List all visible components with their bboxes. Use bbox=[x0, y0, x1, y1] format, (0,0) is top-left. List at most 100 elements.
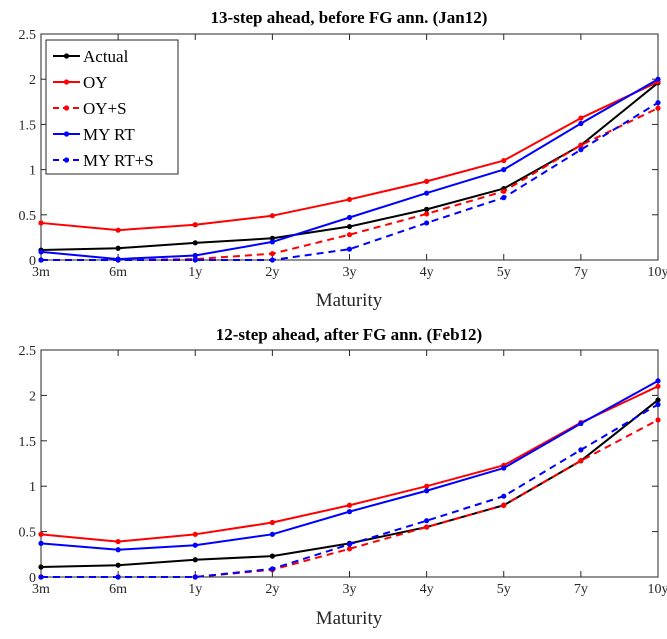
legend-label-my-rt-s: MY RT+S bbox=[83, 151, 154, 170]
x-tick-label: 6m bbox=[109, 582, 127, 597]
data-point-my-rt-s bbox=[501, 494, 506, 499]
legend-marker-my-rt-s bbox=[64, 157, 69, 162]
x-tick-label: 7y bbox=[574, 582, 588, 597]
series-line-oy-s bbox=[41, 420, 658, 577]
y-tick-label: 1 bbox=[29, 480, 36, 495]
legend-label-my-rt: MY RT bbox=[83, 125, 135, 144]
data-point-my-rt-s bbox=[347, 542, 352, 547]
y-tick-label: 2.5 bbox=[19, 28, 37, 43]
legend-marker-actual bbox=[64, 53, 69, 58]
x-tick-label: 1y bbox=[188, 582, 202, 597]
data-point-actual bbox=[193, 557, 198, 562]
data-point-my-rt bbox=[655, 77, 660, 82]
chart-panel-1: 13-step ahead, before FG ann. (Jan12) 00… bbox=[19, 8, 667, 311]
x-tick-label: 4y bbox=[420, 265, 434, 280]
data-point-actual bbox=[347, 224, 352, 229]
data-point-my-rt-s bbox=[424, 518, 429, 523]
x-tick-label: 1y bbox=[188, 265, 202, 280]
data-point-oy-s bbox=[578, 143, 583, 148]
data-point-my-rt-s bbox=[116, 574, 121, 579]
data-point-my-rt-s bbox=[270, 257, 275, 262]
x-tick-label: 7y bbox=[574, 265, 588, 280]
data-point-my-rt bbox=[424, 488, 429, 493]
data-point-oy bbox=[347, 197, 352, 202]
x-tick-label: 4y bbox=[420, 582, 434, 597]
data-point-actual bbox=[424, 207, 429, 212]
data-point-actual bbox=[38, 564, 43, 569]
data-point-oy bbox=[38, 220, 43, 225]
data-point-my-rt-s bbox=[655, 402, 660, 407]
series-line-oy bbox=[41, 386, 658, 541]
data-point-oy-s bbox=[424, 211, 429, 216]
data-point-my-rt-s bbox=[38, 574, 43, 579]
x-tick-label: 10y bbox=[648, 582, 667, 597]
data-point-oy bbox=[193, 222, 198, 227]
data-point-oy bbox=[193, 532, 198, 537]
data-point-my-rt-s bbox=[116, 257, 121, 262]
chart-title: 13-step ahead, before FG ann. (Jan12) bbox=[211, 8, 488, 27]
x-tick-label: 10y bbox=[648, 265, 667, 280]
legend-marker-oy-s bbox=[64, 105, 69, 110]
chart-title: 12-step ahead, after FG ann. (Feb12) bbox=[216, 325, 482, 344]
x-tick-label: 6m bbox=[109, 265, 127, 280]
data-point-my-rt bbox=[193, 253, 198, 258]
data-point-my-rt-s bbox=[193, 257, 198, 262]
data-point-my-rt bbox=[655, 378, 660, 383]
data-point-oy bbox=[347, 503, 352, 508]
x-axis-label: Maturity bbox=[316, 290, 383, 311]
data-point-oy-s bbox=[501, 503, 506, 508]
legend-label-oy-s: OY+S bbox=[83, 99, 127, 118]
y-tick-label: 1.5 bbox=[19, 118, 37, 133]
x-tick-label: 2y bbox=[265, 582, 279, 597]
data-point-oy bbox=[424, 179, 429, 184]
data-point-oy-s bbox=[501, 189, 506, 194]
data-point-actual bbox=[270, 554, 275, 559]
data-point-actual bbox=[116, 563, 121, 568]
data-point-oy bbox=[424, 484, 429, 489]
data-point-oy bbox=[270, 213, 275, 218]
legend: Actual OY OY+S MY RT MY RT+S bbox=[46, 40, 178, 174]
data-point-actual bbox=[193, 240, 198, 245]
legend-marker-my-rt bbox=[64, 131, 69, 136]
data-point-my-rt bbox=[501, 167, 506, 172]
legend-label-oy: OY bbox=[83, 73, 108, 92]
data-point-my-rt-s bbox=[424, 220, 429, 225]
data-point-actual bbox=[655, 397, 660, 402]
data-point-oy bbox=[655, 384, 660, 389]
data-point-my-rt bbox=[270, 532, 275, 537]
data-point-my-rt-s bbox=[578, 147, 583, 152]
data-point-my-rt bbox=[578, 121, 583, 126]
data-point-oy-s bbox=[424, 524, 429, 529]
data-point-my-rt bbox=[38, 249, 43, 254]
data-point-my-rt bbox=[193, 543, 198, 548]
data-point-my-rt bbox=[270, 239, 275, 244]
data-point-actual bbox=[116, 246, 121, 251]
data-point-my-rt bbox=[424, 191, 429, 196]
data-point-oy-s bbox=[655, 417, 660, 422]
data-point-my-rt bbox=[347, 509, 352, 514]
y-tick-label: 1 bbox=[29, 164, 36, 179]
data-point-oy-s bbox=[655, 106, 660, 111]
data-point-oy bbox=[270, 520, 275, 525]
data-point-oy-s bbox=[270, 251, 275, 256]
series-line-my-rt bbox=[41, 381, 658, 550]
data-point-oy bbox=[116, 539, 121, 544]
x-tick-label: 2y bbox=[265, 265, 279, 280]
data-point-my-rt bbox=[38, 541, 43, 546]
data-point-oy bbox=[501, 158, 506, 163]
y-tick-label: 2 bbox=[29, 73, 36, 88]
data-point-oy bbox=[116, 228, 121, 233]
data-point-my-rt-s bbox=[501, 195, 506, 200]
y-tick-label: 0.5 bbox=[19, 209, 37, 224]
data-point-my-rt bbox=[116, 547, 121, 552]
data-point-oy bbox=[38, 532, 43, 537]
data-point-my-rt bbox=[347, 215, 352, 220]
x-tick-label: 5y bbox=[497, 582, 511, 597]
data-point-my-rt-s bbox=[578, 447, 583, 452]
y-tick-label: 0.5 bbox=[19, 526, 37, 541]
legend-marker-oy bbox=[64, 79, 69, 84]
data-point-oy-s bbox=[578, 458, 583, 463]
